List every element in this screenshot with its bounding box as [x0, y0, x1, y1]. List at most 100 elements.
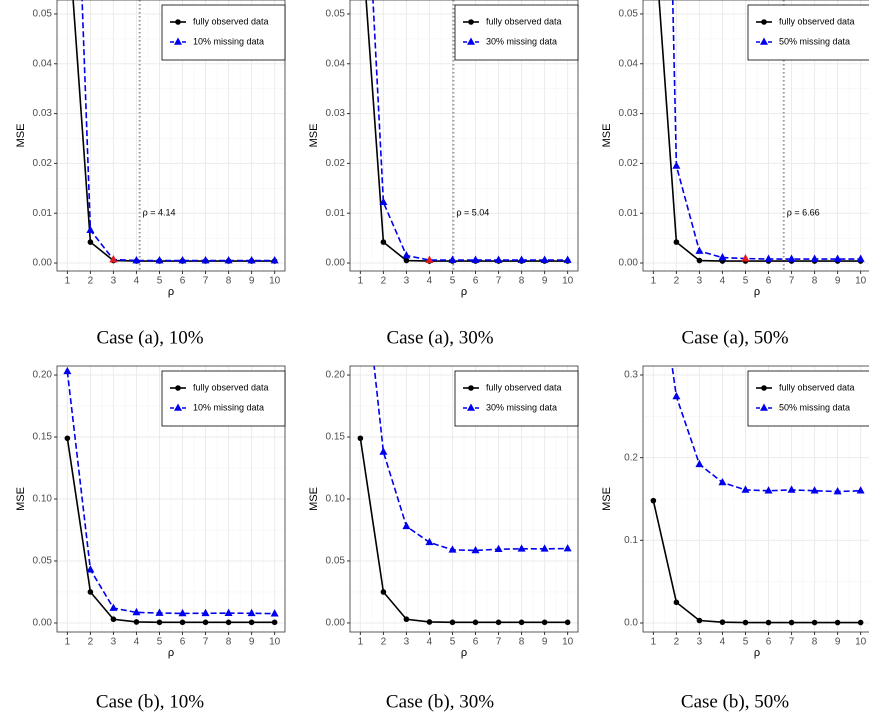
- x-tick-label: 6: [473, 276, 479, 287]
- reference-label: ρ = 5.04: [456, 208, 489, 218]
- x-tick-label: 7: [203, 637, 209, 648]
- y-tick-label: 0.02: [619, 158, 639, 169]
- data-point: [833, 487, 842, 495]
- x-tick-label: 3: [697, 637, 703, 648]
- x-tick-label: 6: [766, 276, 772, 287]
- plot-area: [63, 366, 279, 626]
- y-axis-label: MSE: [601, 487, 613, 511]
- x-tick-label: 6: [473, 637, 479, 648]
- x-tick-label: 5: [743, 637, 749, 648]
- series-line: [365, 0, 568, 262]
- panel: 1 2 3 4 5 6 7 8 9 10 0.00 0.01 0.02 0.03 0.04 0.05 ρ MSE ρ…: [308, 0, 579, 298]
- x-tick-label: 5: [157, 637, 163, 648]
- data-point: [672, 161, 681, 169]
- y-tick-label: 0.04: [33, 58, 53, 69]
- data-point: [380, 239, 387, 245]
- legend-label: fully observed data: [193, 382, 269, 392]
- x-tick-label: 4: [427, 276, 433, 287]
- legend-marker: [468, 19, 474, 25]
- y-tick-label: 0.05: [619, 9, 639, 20]
- data-point: [810, 486, 819, 494]
- data-point: [540, 544, 549, 552]
- data-point: [672, 392, 681, 400]
- legend-marker: [467, 403, 475, 411]
- data-point: [673, 239, 680, 245]
- legend-label: 30% missing data: [486, 36, 557, 46]
- data-point: [494, 255, 503, 263]
- data-point: [86, 565, 95, 573]
- x-axis-label: ρ: [754, 647, 760, 659]
- x-tick-label: 7: [789, 637, 795, 648]
- x-tick-label: 4: [720, 276, 726, 287]
- x-tick-label: 1: [65, 637, 71, 648]
- series-line: [373, 366, 568, 552]
- y-tick-label: 0.1: [624, 535, 638, 546]
- data-point: [471, 545, 480, 554]
- x-tick-label: 7: [203, 276, 209, 287]
- x-tick-label: 9: [249, 276, 255, 287]
- x-tick-label: 8: [519, 637, 525, 648]
- reference-label: ρ = 6.66: [787, 208, 820, 218]
- legend-label: fully observed data: [486, 382, 562, 392]
- y-tick-label: 0.15: [33, 432, 53, 443]
- x-tick-label: 9: [249, 637, 255, 648]
- y-axis-label: MSE: [308, 487, 320, 511]
- caption: Case (a), 50%: [681, 327, 788, 348]
- data-point: [696, 617, 703, 624]
- x-tick-label: 1: [651, 276, 657, 287]
- data-point: [810, 254, 819, 262]
- data-point: [833, 254, 842, 262]
- data-point: [133, 619, 140, 625]
- legend-label: fully observed data: [193, 16, 269, 26]
- x-tick-label: 8: [226, 637, 232, 648]
- data-point: [765, 619, 772, 626]
- data-point: [63, 366, 72, 375]
- legend-marker: [175, 385, 181, 391]
- panel: 1 2 3 4 5 6 7 8 9 10 0.0 0.1 0.2 0.3 ρ MSE fully observe…: [601, 365, 869, 659]
- data-point: [518, 619, 525, 626]
- x-tick-label: 4: [427, 637, 433, 648]
- data-point: [425, 255, 434, 263]
- data-point: [201, 256, 210, 264]
- data-point: [541, 619, 548, 626]
- legend-marker: [760, 403, 768, 411]
- x-tick-label: 2: [381, 637, 387, 648]
- data-point: [224, 256, 233, 264]
- x-tick-label: 9: [542, 276, 548, 287]
- legend-marker: [468, 385, 474, 391]
- x-tick-label: 8: [226, 276, 232, 287]
- x-tick-label: 8: [519, 276, 525, 287]
- y-tick-label: 0.05: [326, 556, 346, 567]
- data-point: [202, 619, 209, 626]
- legend-label: 10% missing data: [193, 402, 264, 412]
- y-tick-label: 0.02: [33, 158, 53, 169]
- legend: fully observed data 10% missing data: [161, 4, 286, 61]
- x-tick-label: 10: [269, 276, 281, 287]
- data-point: [834, 619, 841, 626]
- x-tick-label: 10: [562, 276, 574, 287]
- x-tick-label: 2: [381, 276, 387, 287]
- legend: fully observed data 30% missing data: [454, 4, 579, 61]
- data-point: [403, 257, 410, 264]
- data-point: [248, 619, 255, 626]
- data-point: [696, 257, 703, 264]
- panel: 1 2 3 4 5 6 7 8 9 10 0.00 0.01 0.02 0.03 0.04 0.05 ρ MSE ρ…: [601, 0, 869, 298]
- data-point: [155, 608, 164, 616]
- data-point: [448, 545, 457, 553]
- x-tick-label: 5: [450, 637, 456, 648]
- series-line: [658, 0, 861, 262]
- data-point: [742, 619, 749, 626]
- x-tick-label: 5: [743, 276, 749, 287]
- data-point: [86, 225, 95, 233]
- data-point: [856, 254, 865, 262]
- data-point: [270, 609, 279, 617]
- data-point: [271, 619, 278, 626]
- x-tick-label: 5: [450, 276, 456, 287]
- y-tick-label: 0.2: [624, 452, 638, 463]
- plot-area: [650, 366, 865, 626]
- x-tick-label: 4: [134, 276, 140, 287]
- data-point: [471, 255, 480, 263]
- legend-label: 50% missing data: [779, 36, 850, 46]
- y-tick-label: 0.0: [624, 618, 638, 629]
- x-axis-label: ρ: [461, 286, 467, 298]
